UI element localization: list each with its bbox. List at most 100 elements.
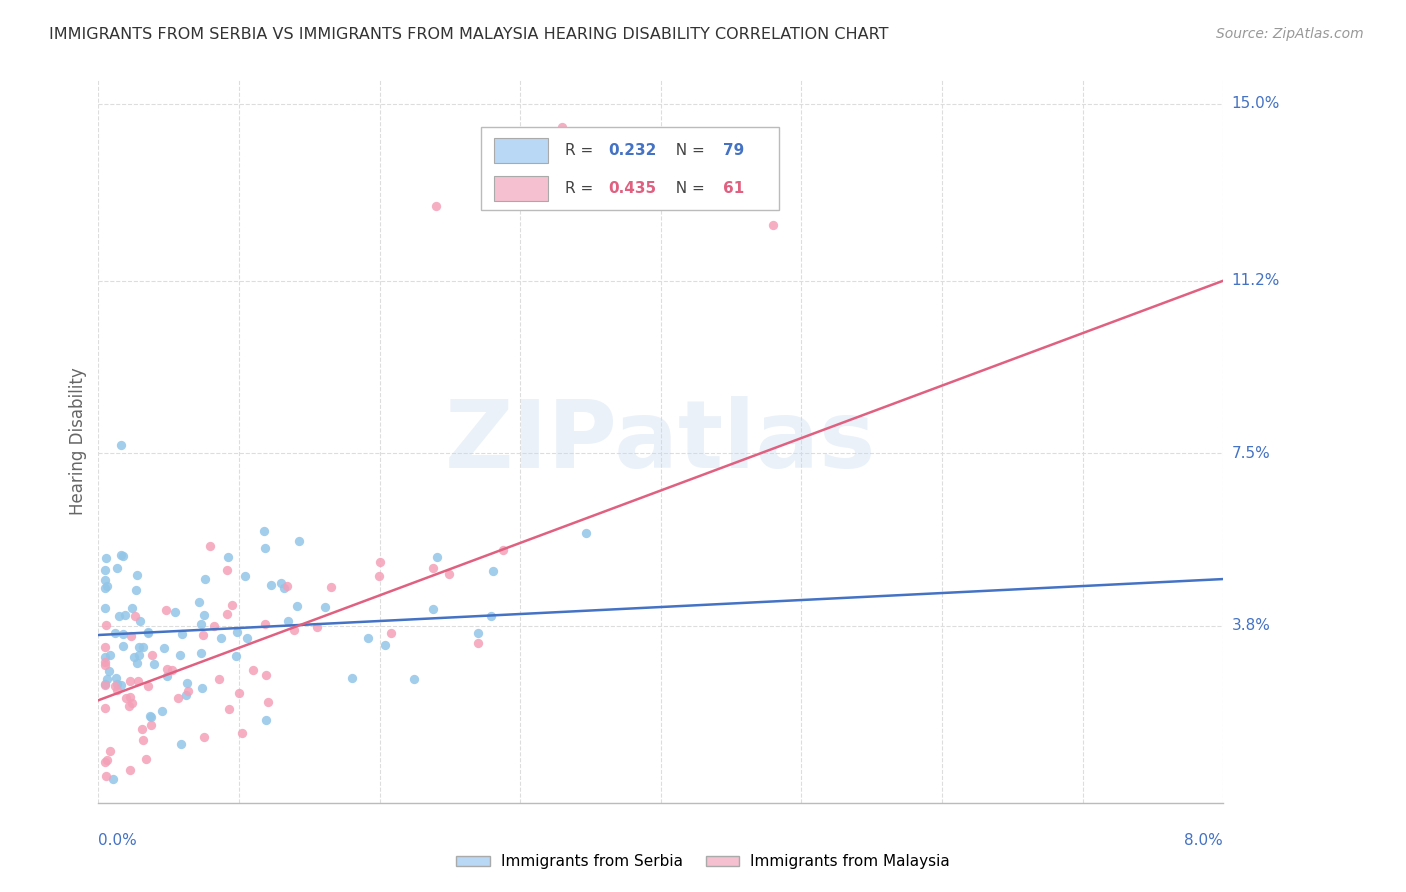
Point (191, 681, 214, 695)
Point (380, 626, 402, 640)
Point (172, 627, 194, 641)
Legend: Immigrants from Serbia, Immigrants from Malaysia: Immigrants from Serbia, Immigrants from … (450, 848, 956, 875)
Point (193, 731, 215, 745)
Point (136, 679, 159, 693)
Point (217, 550, 239, 565)
Point (141, 710, 163, 724)
Point (193, 608, 215, 623)
Point (467, 626, 489, 640)
Point (226, 625, 249, 640)
Point (96, 753, 118, 767)
Point (481, 564, 503, 578)
Point (254, 713, 277, 727)
Point (260, 578, 283, 592)
Point (190, 617, 212, 632)
Point (283, 623, 305, 637)
Point (97, 665, 120, 679)
Text: 8.0%: 8.0% (1184, 833, 1223, 848)
Point (156, 669, 179, 683)
Text: Source: ZipAtlas.com: Source: ZipAtlas.com (1216, 27, 1364, 41)
Point (94, 581, 117, 595)
Point (120, 690, 142, 705)
Point (104, 626, 127, 640)
Text: IMMIGRANTS FROM SERBIA VS IMMIGRANTS FROM MALAYSIA HEARING DISABILITY CORRELATIO: IMMIGRANTS FROM SERBIA VS IMMIGRANTS FRO… (49, 27, 889, 42)
Text: 61: 61 (723, 181, 744, 196)
Point (128, 648, 150, 663)
Point (285, 599, 308, 613)
Point (231, 726, 253, 740)
FancyBboxPatch shape (495, 177, 548, 202)
Point (120, 673, 142, 688)
Point (479, 609, 502, 624)
Point (136, 626, 159, 640)
Point (94, 769, 117, 783)
Point (110, 678, 132, 692)
Text: 7.5%: 7.5% (1232, 446, 1270, 460)
Text: N =: N = (666, 143, 710, 158)
Point (107, 677, 129, 691)
Point (115, 690, 138, 705)
Point (108, 609, 131, 624)
Point (307, 620, 329, 634)
Point (127, 673, 149, 688)
Point (235, 631, 257, 645)
Point (270, 575, 292, 590)
Point (273, 581, 295, 595)
Y-axis label: Hearing Disability: Hearing Disability (69, 368, 87, 516)
Point (467, 635, 489, 649)
Point (96, 579, 118, 593)
Point (124, 583, 146, 598)
Point (215, 563, 238, 577)
Point (141, 648, 163, 662)
Text: 79: 79 (723, 143, 744, 158)
Point (221, 598, 243, 612)
Point (142, 657, 165, 672)
Point (94, 657, 117, 672)
Point (188, 595, 211, 609)
Point (118, 699, 141, 714)
Point (314, 600, 336, 615)
Text: R =: R = (565, 143, 599, 158)
Point (94, 550, 117, 565)
Point (167, 691, 190, 706)
Point (94, 655, 117, 669)
Point (94, 640, 117, 654)
Point (194, 572, 217, 586)
Point (94, 649, 117, 664)
Point (121, 601, 143, 615)
Point (202, 619, 225, 633)
Point (225, 648, 247, 663)
Point (127, 656, 149, 670)
Point (228, 686, 250, 700)
Point (94, 701, 117, 715)
FancyBboxPatch shape (495, 138, 548, 163)
Point (762, 218, 785, 232)
Point (425, 199, 447, 213)
Text: 11.2%: 11.2% (1232, 273, 1279, 288)
Point (256, 668, 278, 682)
Point (253, 541, 276, 555)
Point (209, 631, 232, 645)
Point (107, 561, 129, 575)
Point (135, 752, 157, 766)
Point (150, 704, 173, 718)
FancyBboxPatch shape (481, 128, 779, 211)
Point (127, 567, 149, 582)
Point (94, 573, 117, 587)
Point (200, 540, 222, 554)
Point (160, 664, 183, 678)
Point (110, 549, 132, 563)
Point (110, 438, 132, 452)
Point (575, 526, 598, 541)
Point (94, 563, 117, 577)
Point (340, 671, 363, 685)
Text: 3.8%: 3.8% (1232, 618, 1271, 633)
Point (96, 617, 118, 632)
Point (422, 601, 444, 615)
Point (128, 640, 150, 655)
Point (98, 648, 121, 662)
Text: R =: R = (565, 181, 599, 196)
Point (139, 717, 162, 731)
Text: N =: N = (666, 181, 710, 196)
Point (176, 676, 198, 690)
